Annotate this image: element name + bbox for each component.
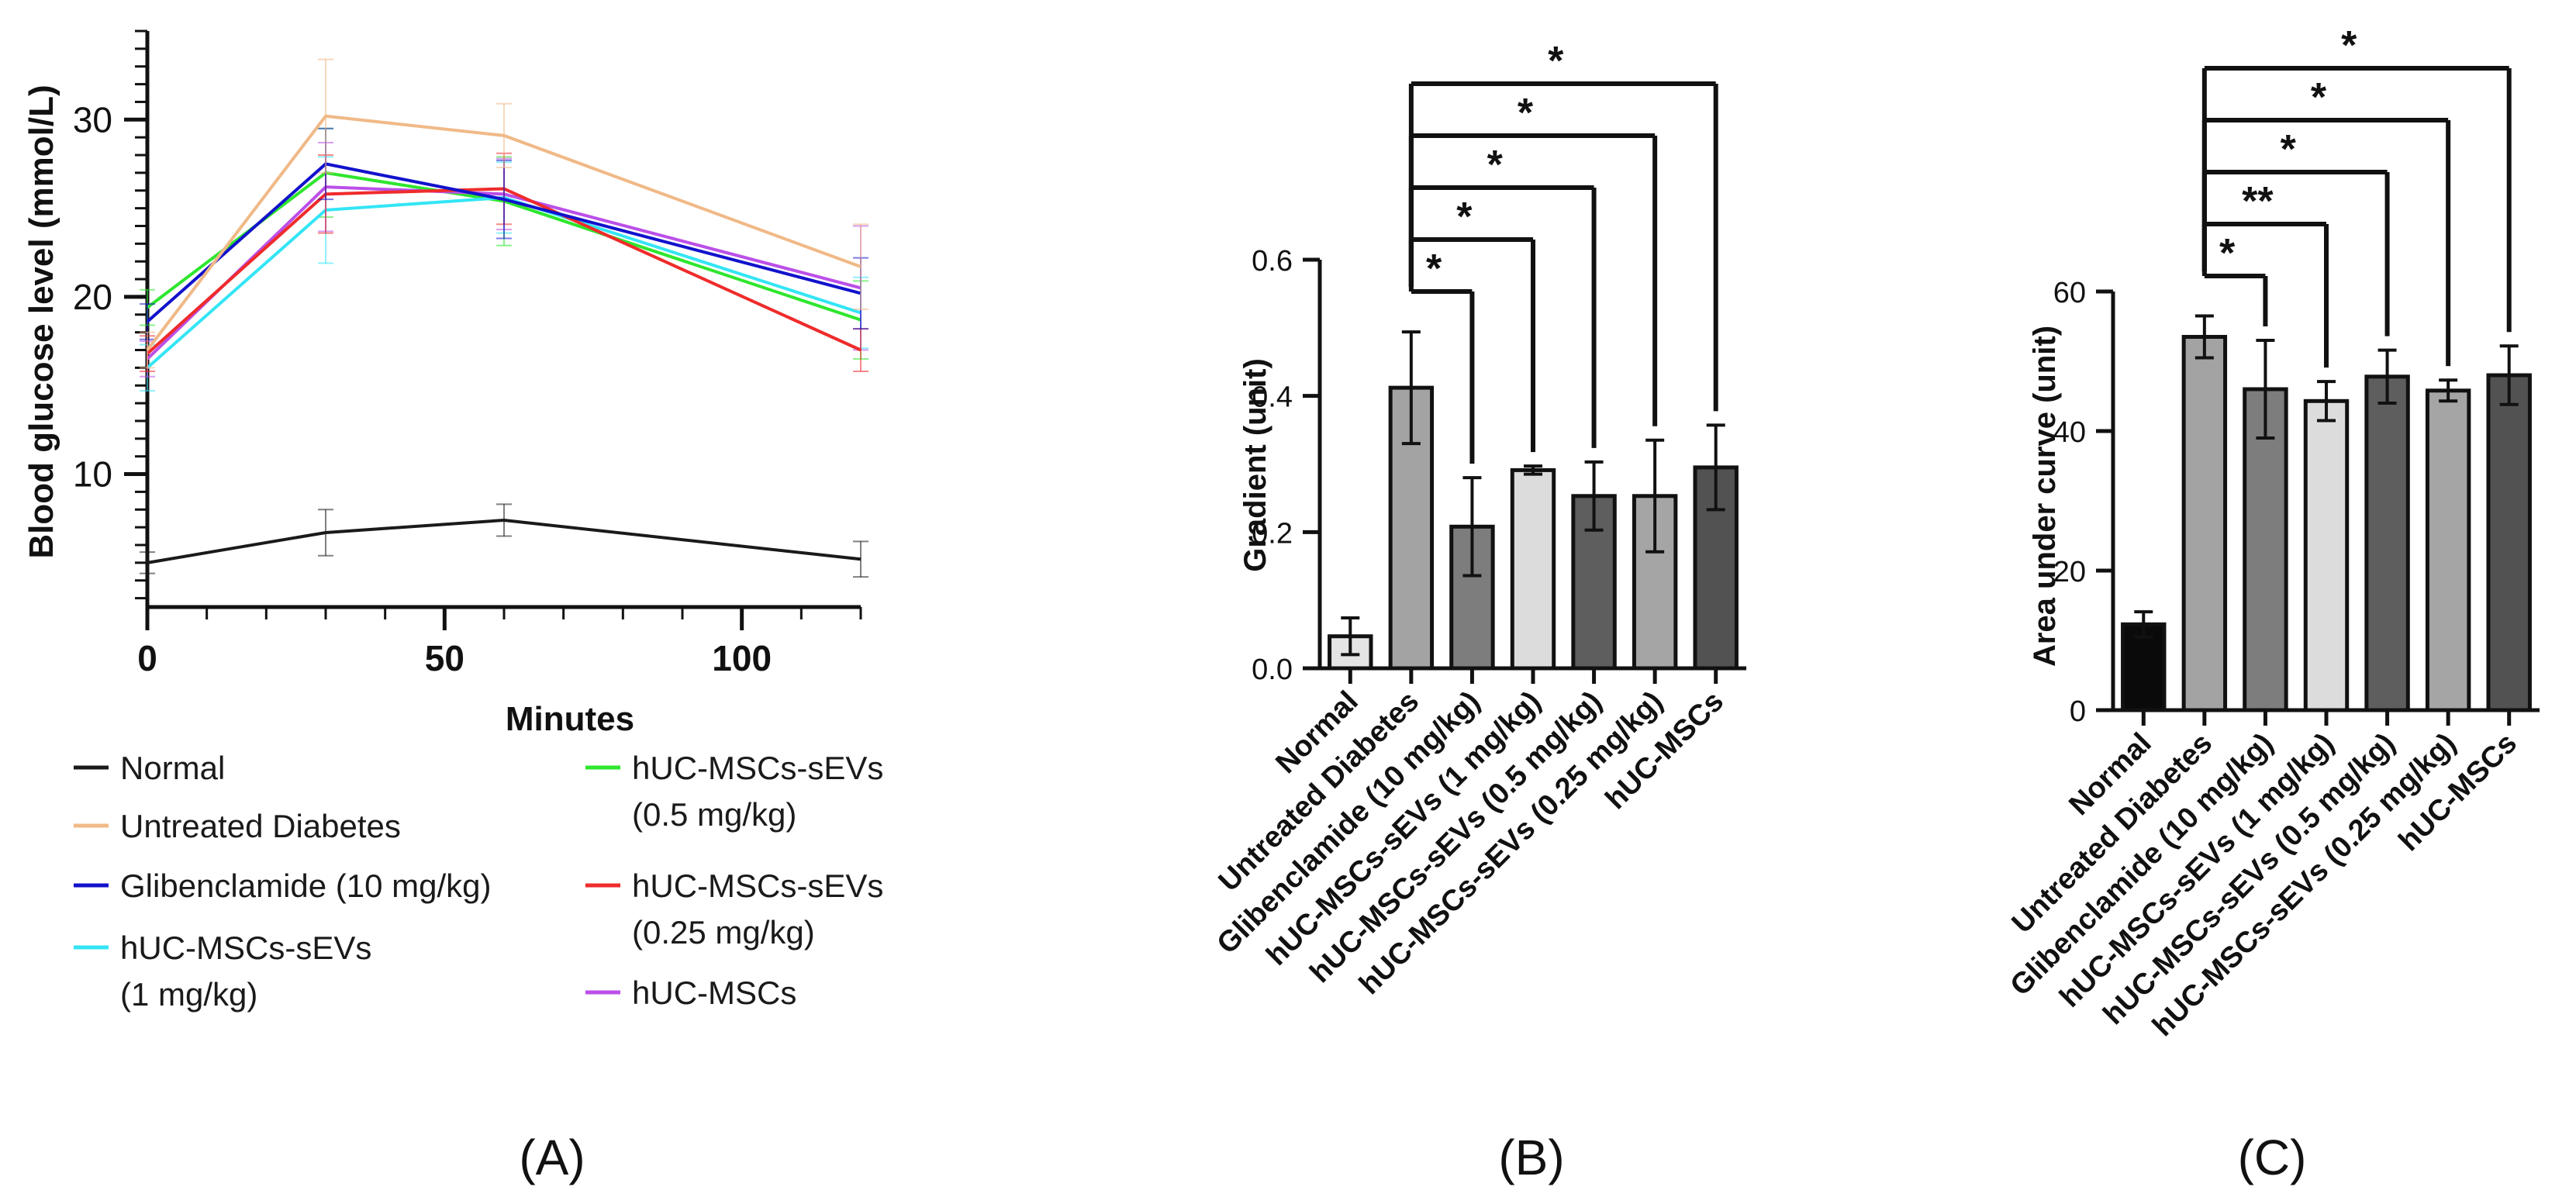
y-axis-title: Blood glucose level (mmol/L) xyxy=(22,85,60,558)
bar xyxy=(1571,494,1617,671)
sig-label: * xyxy=(2281,127,2297,172)
y-tick-label: 0.4 xyxy=(1252,381,1293,414)
sig-label: * xyxy=(2341,23,2357,68)
sig-label: * xyxy=(1518,91,1534,136)
panel-caption: (B) xyxy=(1498,1130,1564,1185)
legend-label: hUC-MSCs xyxy=(632,975,796,1011)
legend-label: (0.25 mg/kg) xyxy=(632,914,815,950)
legend-label: hUC-MSCs-sEVs xyxy=(632,868,883,904)
bar xyxy=(2303,398,2350,712)
y-tick-label: 20 xyxy=(2053,556,2086,588)
bar xyxy=(2121,622,2167,712)
sig-label: * xyxy=(1456,195,1473,240)
bar xyxy=(2425,388,2471,712)
y-tick-label: 40 xyxy=(2053,416,2086,449)
sig-label: * xyxy=(1487,143,1504,188)
x-tick-label: 0 xyxy=(137,638,157,678)
y-tick-label: 10 xyxy=(73,454,112,495)
y-tick-label: 0.6 xyxy=(1252,245,1293,278)
y-tick-label: 0 xyxy=(2070,695,2086,728)
series-line-3 xyxy=(146,195,862,369)
panel-a-line-chart: 10 20 30 0 50 100 Blood glucose level (mmol/L)… xyxy=(22,29,883,1185)
series-line-4 xyxy=(146,171,862,322)
bar xyxy=(2364,374,2410,712)
y-tick-label: 60 xyxy=(2053,277,2086,309)
y-tick-label: 0.0 xyxy=(1252,654,1293,686)
series-line-2 xyxy=(146,162,862,323)
panel-caption: (C) xyxy=(2238,1130,2307,1185)
legend-label: Glibenclamide (10 mg/kg) xyxy=(120,868,492,904)
legend-label: Normal xyxy=(120,750,225,786)
sig-label: * xyxy=(2311,75,2327,120)
x-tick-label: 50 xyxy=(425,638,464,678)
sig-label: * xyxy=(1548,39,1564,84)
series-line-0 xyxy=(147,518,862,564)
y-axis-title: Gradient (unit) xyxy=(1238,358,1272,572)
legend-label: hUC-MSCs-sEVs xyxy=(120,930,371,966)
y-axis-title: Area under curve (unit) xyxy=(2028,326,2062,667)
y-tick-label: 20 xyxy=(73,277,112,317)
x-tick-label: 100 xyxy=(712,638,772,678)
legend-label: hUC-MSCs-sEVs xyxy=(632,750,883,786)
series-line-5 xyxy=(146,187,862,355)
sig-label: * xyxy=(1426,247,1442,292)
bar xyxy=(1510,467,1556,671)
series-line-1 xyxy=(146,114,862,351)
panel-caption: (A) xyxy=(519,1130,585,1185)
legend-label: (0.5 mg/kg) xyxy=(632,796,796,833)
sig-label: ** xyxy=(2242,179,2274,224)
y-tick-label: 30 xyxy=(73,99,112,140)
bar xyxy=(2181,335,2228,712)
sig-label: * xyxy=(2219,231,2236,276)
bar xyxy=(2486,373,2532,712)
y-tick-label: 0.2 xyxy=(1252,517,1293,550)
x-axis-title: Minutes xyxy=(506,700,634,738)
legend-label: Untreated Diabetes xyxy=(120,808,401,844)
legend-label: (1 mg/kg) xyxy=(120,976,257,1013)
